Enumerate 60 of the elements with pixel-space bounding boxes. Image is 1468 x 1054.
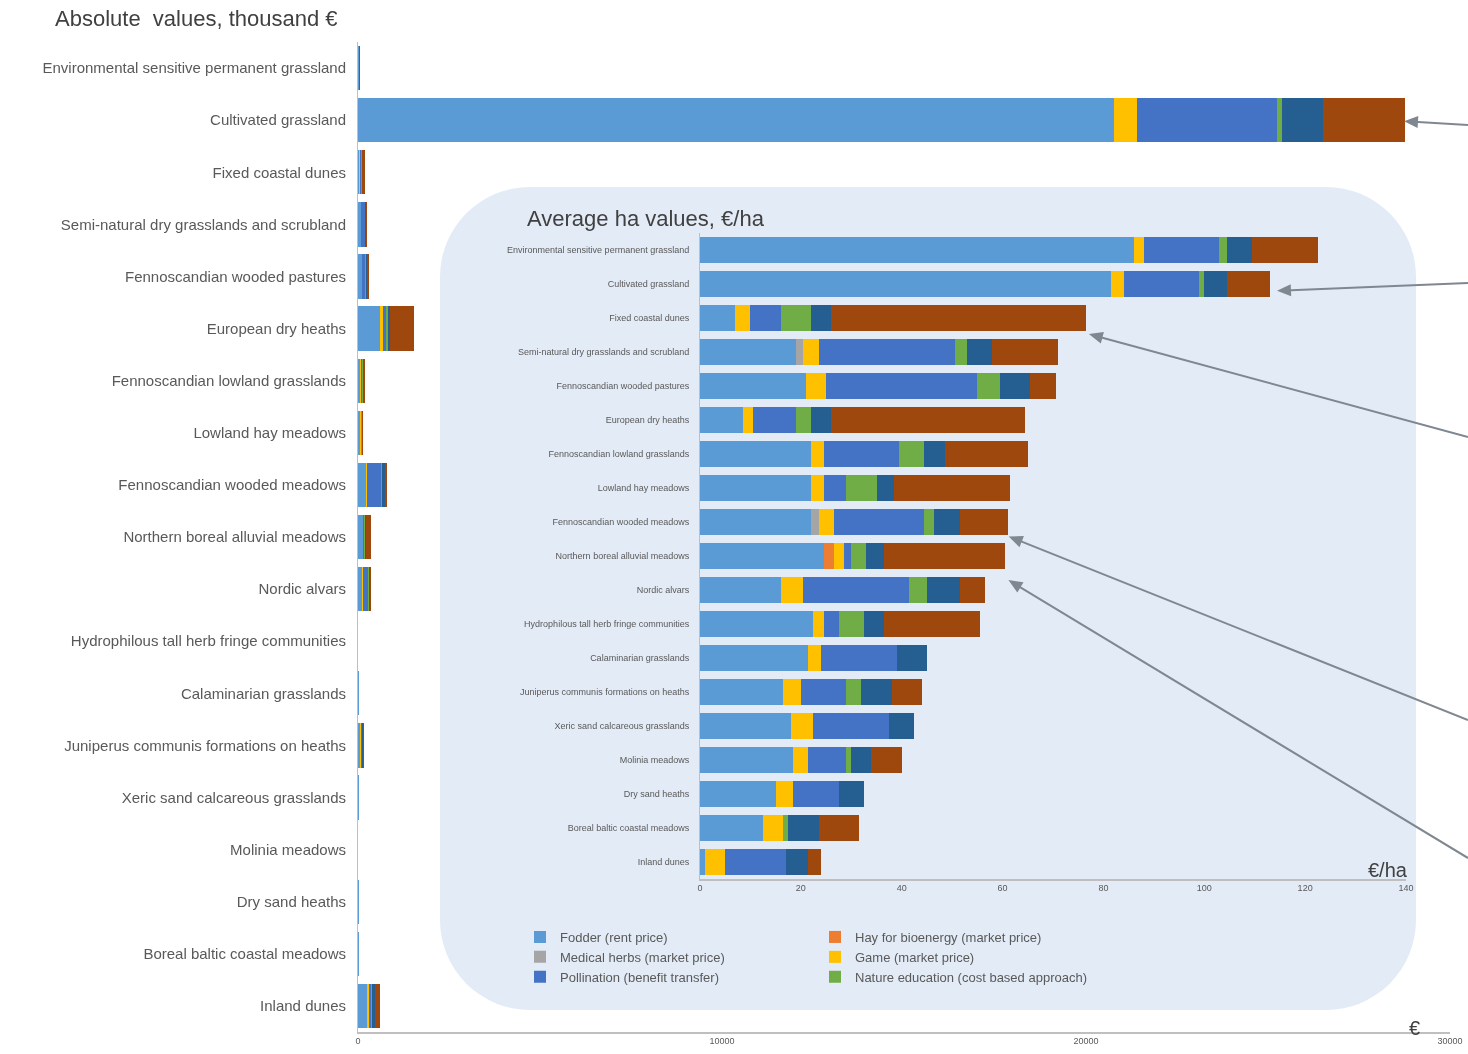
y-tick-label: European dry heaths [206, 319, 346, 337]
y-tick-label: Fennoscandian wooded pastures [125, 267, 346, 285]
x-tick-label: 60 [997, 883, 1008, 894]
y-tick-label: Northern boreal alluvial meadows [123, 528, 346, 546]
y-tick-label: Semi-natural dry grasslands and scrubland [60, 215, 346, 233]
y-tick-label: Fennoscandian wooded pastures [556, 381, 690, 392]
x-tick-label: 0 [697, 883, 703, 894]
y-tick-label: Juniperus communis formations on heaths [64, 736, 346, 754]
x-tick-label: 140 [1398, 883, 1414, 894]
y-tick-label: Fennoscandian wooded meadows [552, 517, 690, 528]
y-tick-label: Dry sand heaths [236, 892, 346, 910]
y-tick-label: Fixed coastal dunes [609, 313, 690, 324]
x-tick-label: 0 [355, 1036, 361, 1047]
y-tick-label: Hydrophilous tall herb fringe communities [524, 619, 690, 630]
y-tick-label: Nordic alvars [636, 585, 690, 596]
y-tick-label: Fennoscandian lowland grasslands [548, 449, 690, 460]
y-tick-label: Environmental sensitive permanent grassland [507, 245, 690, 256]
y-tick-label: Nordic alvars [258, 580, 346, 598]
y-tick-label: Hydrophilous tall herb fringe communities [70, 632, 346, 650]
y-tick-label: Molinia meadows [619, 755, 690, 766]
y-tick-label: Calaminarian grasslands [180, 684, 346, 702]
y-tick-label: Calaminarian grasslands [590, 653, 690, 664]
x-tick-label: 100 [1196, 883, 1212, 894]
legend-label: Fodder (rent price) [560, 930, 668, 946]
y-tick-label: Fennoscandian lowland grasslands [111, 371, 346, 389]
y-tick-label: Dry sand heaths [623, 789, 690, 800]
y-tick-label: Molinia meadows [230, 840, 346, 858]
x-tick-label: 40 [896, 883, 907, 894]
y-tick-label: Lowland hay meadows [597, 483, 690, 494]
y-tick-label: Inland dunes [260, 997, 346, 1015]
legend-label: Hay for bioenergy (market price) [855, 930, 1042, 946]
x-tick-label: 20000 [1073, 1036, 1099, 1047]
x-tick-label: 10000 [709, 1036, 735, 1047]
y-tick-label: Fennoscandian wooded meadows [118, 476, 346, 494]
y-tick-label: Lowland hay meadows [193, 424, 346, 442]
x-axis-title: €/ha [1368, 859, 1408, 881]
y-tick-label: Semi-natural dry grasslands and scrubland [518, 347, 690, 358]
y-tick-label: Xeric sand calcareous grasslands [554, 721, 690, 732]
legend-label: Medical herbs (market price) [560, 949, 725, 965]
chart-title: Average ha values, €/ha [527, 206, 765, 231]
x-tick-label: 120 [1297, 883, 1313, 894]
y-tick-label: European dry heaths [605, 415, 690, 426]
y-tick-label: Inland dunes [637, 857, 690, 868]
y-tick-label: Fixed coastal dunes [212, 163, 346, 181]
y-tick-label: Northern boreal alluvial meadows [555, 551, 690, 562]
y-tick-label: Boreal baltic coastal meadows [143, 945, 346, 963]
x-tick-label: 30000 [1437, 1036, 1463, 1047]
chart-title: Absolute values, thousand € [55, 6, 338, 31]
y-tick-label: Cultivated grassland [607, 279, 690, 290]
legend-label: Pollination (benefit transfer) [560, 969, 719, 985]
legend-label: Nature education (cost based approach) [855, 969, 1087, 985]
x-tick-label: 20 [795, 883, 806, 894]
x-tick-label: 80 [1098, 883, 1109, 894]
y-tick-label: Juniperus communis formations on heaths [520, 687, 690, 698]
y-tick-label: Environmental sensitive permanent grassland [42, 59, 346, 77]
y-tick-label: Xeric sand calcareous grasslands [121, 788, 346, 806]
legend-label: Game (market price) [855, 949, 975, 965]
x-axis-title: € [1409, 1017, 1421, 1039]
y-tick-label: Cultivated grassland [210, 111, 346, 129]
y-tick-label: Boreal baltic coastal meadows [567, 823, 690, 834]
